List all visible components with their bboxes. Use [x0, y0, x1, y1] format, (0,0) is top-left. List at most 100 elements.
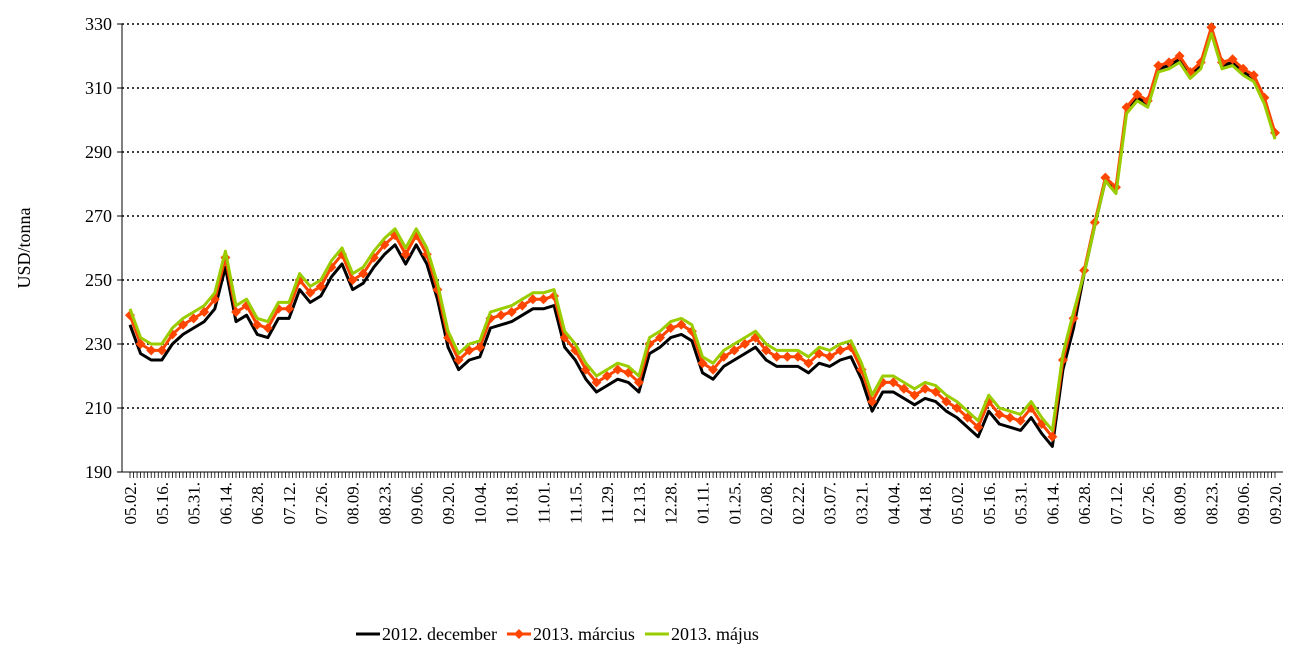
marker — [729, 345, 740, 356]
marker — [262, 323, 273, 333]
x-tick-label: 04.18. — [916, 482, 935, 525]
x-tick-label: 05.31. — [185, 482, 204, 525]
marker — [527, 294, 538, 305]
y-tick-label: 250 — [85, 270, 112, 290]
marker — [1248, 70, 1259, 81]
marker — [1015, 415, 1026, 426]
marker — [941, 396, 952, 407]
marker — [496, 310, 507, 321]
x-tick-label: 05.02. — [948, 482, 967, 525]
marker — [771, 351, 782, 362]
x-tick-label: 09.06. — [407, 482, 426, 525]
legend-label: 2013. május — [671, 624, 759, 644]
marker — [973, 422, 984, 433]
x-tick-label: 09.20. — [439, 482, 458, 525]
marker — [156, 345, 167, 356]
marker — [888, 377, 899, 388]
x-tick-label: 05.02. — [121, 482, 140, 525]
marker — [400, 249, 411, 260]
marker — [633, 377, 644, 388]
x-tick-label: 12.13. — [630, 482, 649, 525]
x-tick-label: 03.21. — [853, 482, 872, 525]
marker — [1206, 22, 1217, 33]
marker — [231, 307, 242, 317]
marker — [517, 300, 528, 311]
x-tick-label: 10.18. — [503, 482, 522, 525]
marker — [920, 383, 931, 394]
x-tick-label: 01.25. — [725, 482, 744, 525]
x-tick-label: 01.11. — [694, 482, 713, 524]
x-tick-label: 07.26. — [312, 482, 331, 525]
marker — [867, 396, 878, 407]
x-tick-label: 05.16. — [153, 482, 172, 525]
marker — [739, 339, 750, 349]
marker — [655, 332, 666, 343]
marker — [474, 342, 485, 353]
marker — [782, 351, 793, 362]
x-tick-label: 08.09. — [344, 482, 363, 525]
marker — [835, 345, 846, 356]
x-tick-label: 04.04. — [884, 482, 903, 525]
marker — [188, 313, 199, 324]
x-tick-label: 06.28. — [1075, 482, 1094, 525]
y-tick-label: 330 — [85, 14, 112, 34]
marker — [994, 409, 1005, 420]
marker — [199, 307, 210, 317]
y-tick-label: 310 — [85, 78, 112, 98]
x-tick-label: 07.12. — [1107, 482, 1126, 525]
x-tick-label: 10.04. — [471, 482, 490, 525]
marker — [1153, 60, 1164, 71]
marker — [1004, 412, 1015, 423]
marker — [305, 287, 316, 298]
series-line — [128, 32, 1277, 432]
marker — [792, 351, 803, 362]
x-tick-label: 11.15. — [566, 482, 585, 524]
marker — [708, 364, 719, 375]
marker — [697, 358, 708, 369]
marker — [453, 355, 464, 365]
x-tick-label: 12.28. — [662, 482, 681, 525]
marker — [252, 319, 263, 330]
marker — [761, 345, 772, 356]
x-tick-label: 08.23. — [375, 482, 394, 525]
x-tick-label: 07.12. — [280, 482, 299, 525]
marker — [1174, 51, 1185, 61]
y-axis-label: USD/tonna — [14, 207, 34, 288]
marker — [347, 275, 358, 285]
y-tick-label: 190 — [85, 462, 112, 482]
marker — [284, 303, 295, 314]
x-tick-label: 02.22. — [789, 482, 808, 525]
series-line — [128, 28, 1277, 448]
marker — [146, 345, 157, 356]
x-tick-label: 09.06. — [1234, 482, 1253, 525]
marker — [909, 390, 920, 401]
x-tick-label: 08.23. — [1202, 482, 1221, 525]
x-tick-label: 06.28. — [248, 482, 267, 525]
x-tick-label: 06.14. — [1043, 482, 1062, 525]
y-tick-label: 230 — [85, 334, 112, 354]
x-tick-label: 02.08. — [757, 482, 776, 525]
y-tick-label: 270 — [85, 206, 112, 226]
x-tick-label: 11.29. — [598, 482, 617, 524]
marker — [898, 383, 909, 394]
marker — [506, 307, 517, 317]
marker — [612, 364, 623, 375]
legend-marker — [513, 629, 524, 639]
x-tick-label: 03.07. — [821, 482, 840, 525]
x-tick-label: 05.16. — [980, 482, 999, 525]
marker — [1047, 431, 1058, 442]
marker — [315, 281, 326, 292]
marker — [676, 319, 687, 330]
marker — [1227, 54, 1238, 65]
marker — [135, 339, 146, 349]
marker — [824, 351, 835, 362]
x-tick-label: 08.09. — [1171, 482, 1190, 525]
x-tick-label: 11.01. — [534, 482, 553, 524]
marker — [803, 358, 814, 369]
marker — [591, 377, 602, 388]
marker — [358, 268, 369, 279]
x-tick-label: 05.31. — [1012, 482, 1031, 525]
y-tick-label: 210 — [85, 398, 112, 418]
marker — [1100, 172, 1111, 183]
legend-label: 2012. december — [382, 624, 497, 644]
